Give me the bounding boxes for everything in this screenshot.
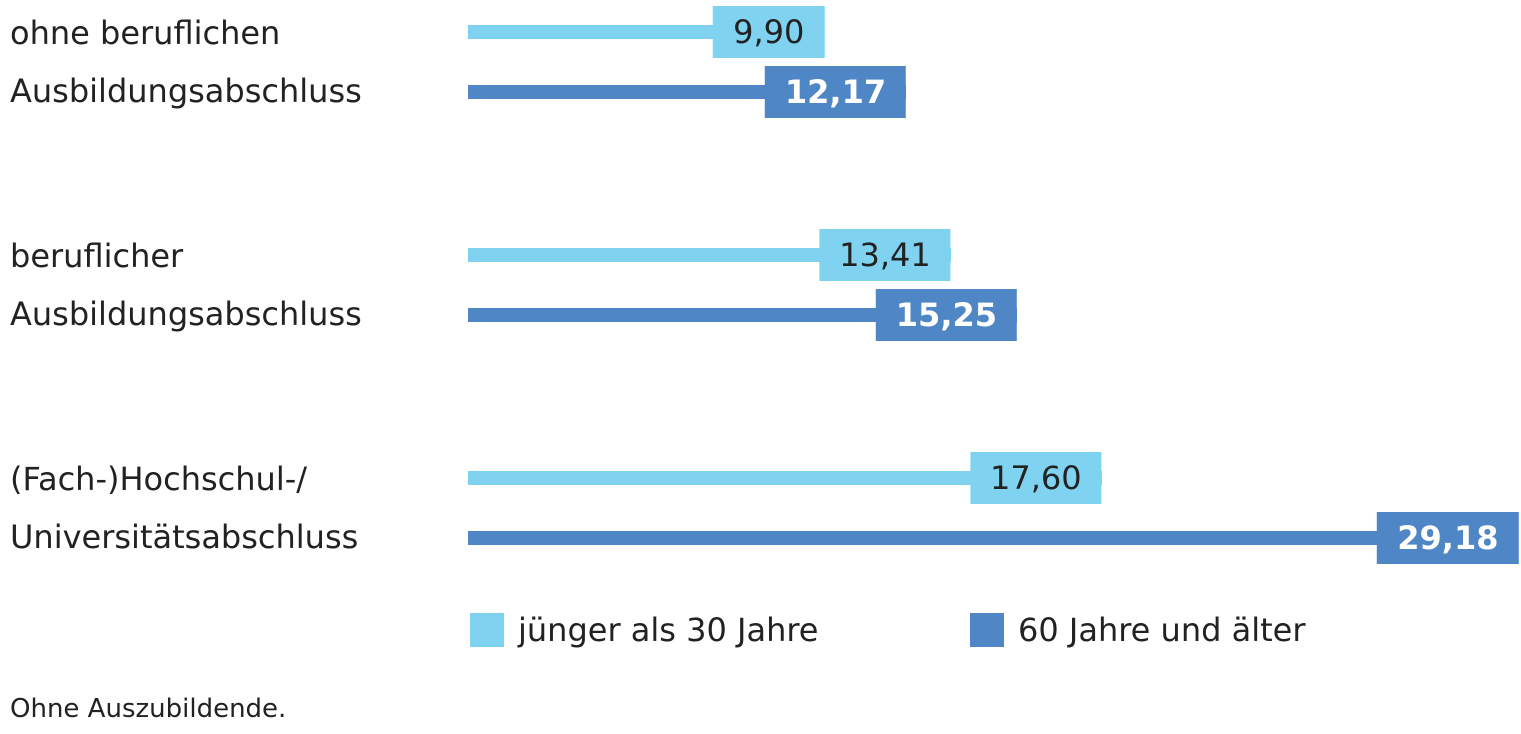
bar bbox=[468, 531, 1519, 545]
value-label: 15,25 bbox=[875, 289, 1017, 341]
value-label: 9,90 bbox=[713, 6, 825, 58]
bar bbox=[468, 471, 1102, 485]
value-label: 12,17 bbox=[764, 66, 907, 118]
value-label: 17,60 bbox=[969, 452, 1102, 504]
legend-label: 60 Jahre und älter bbox=[1018, 611, 1306, 649]
legend-swatch bbox=[970, 613, 1004, 647]
legend-swatch bbox=[470, 613, 504, 647]
legend-label: jünger als 30 Jahre bbox=[518, 611, 819, 649]
value-label: 29,18 bbox=[1377, 512, 1519, 564]
value-label: 13,41 bbox=[819, 229, 951, 281]
category-label: ohne beruflichen Ausbildungsabschluss bbox=[10, 14, 362, 110]
category-label: (Fach-)Hochschul-/ Universitätsabschluss bbox=[10, 460, 359, 556]
category-label: beruflicher Ausbildungsabschluss bbox=[10, 237, 362, 333]
note: Ohne Auszubildende. bbox=[10, 694, 287, 724]
